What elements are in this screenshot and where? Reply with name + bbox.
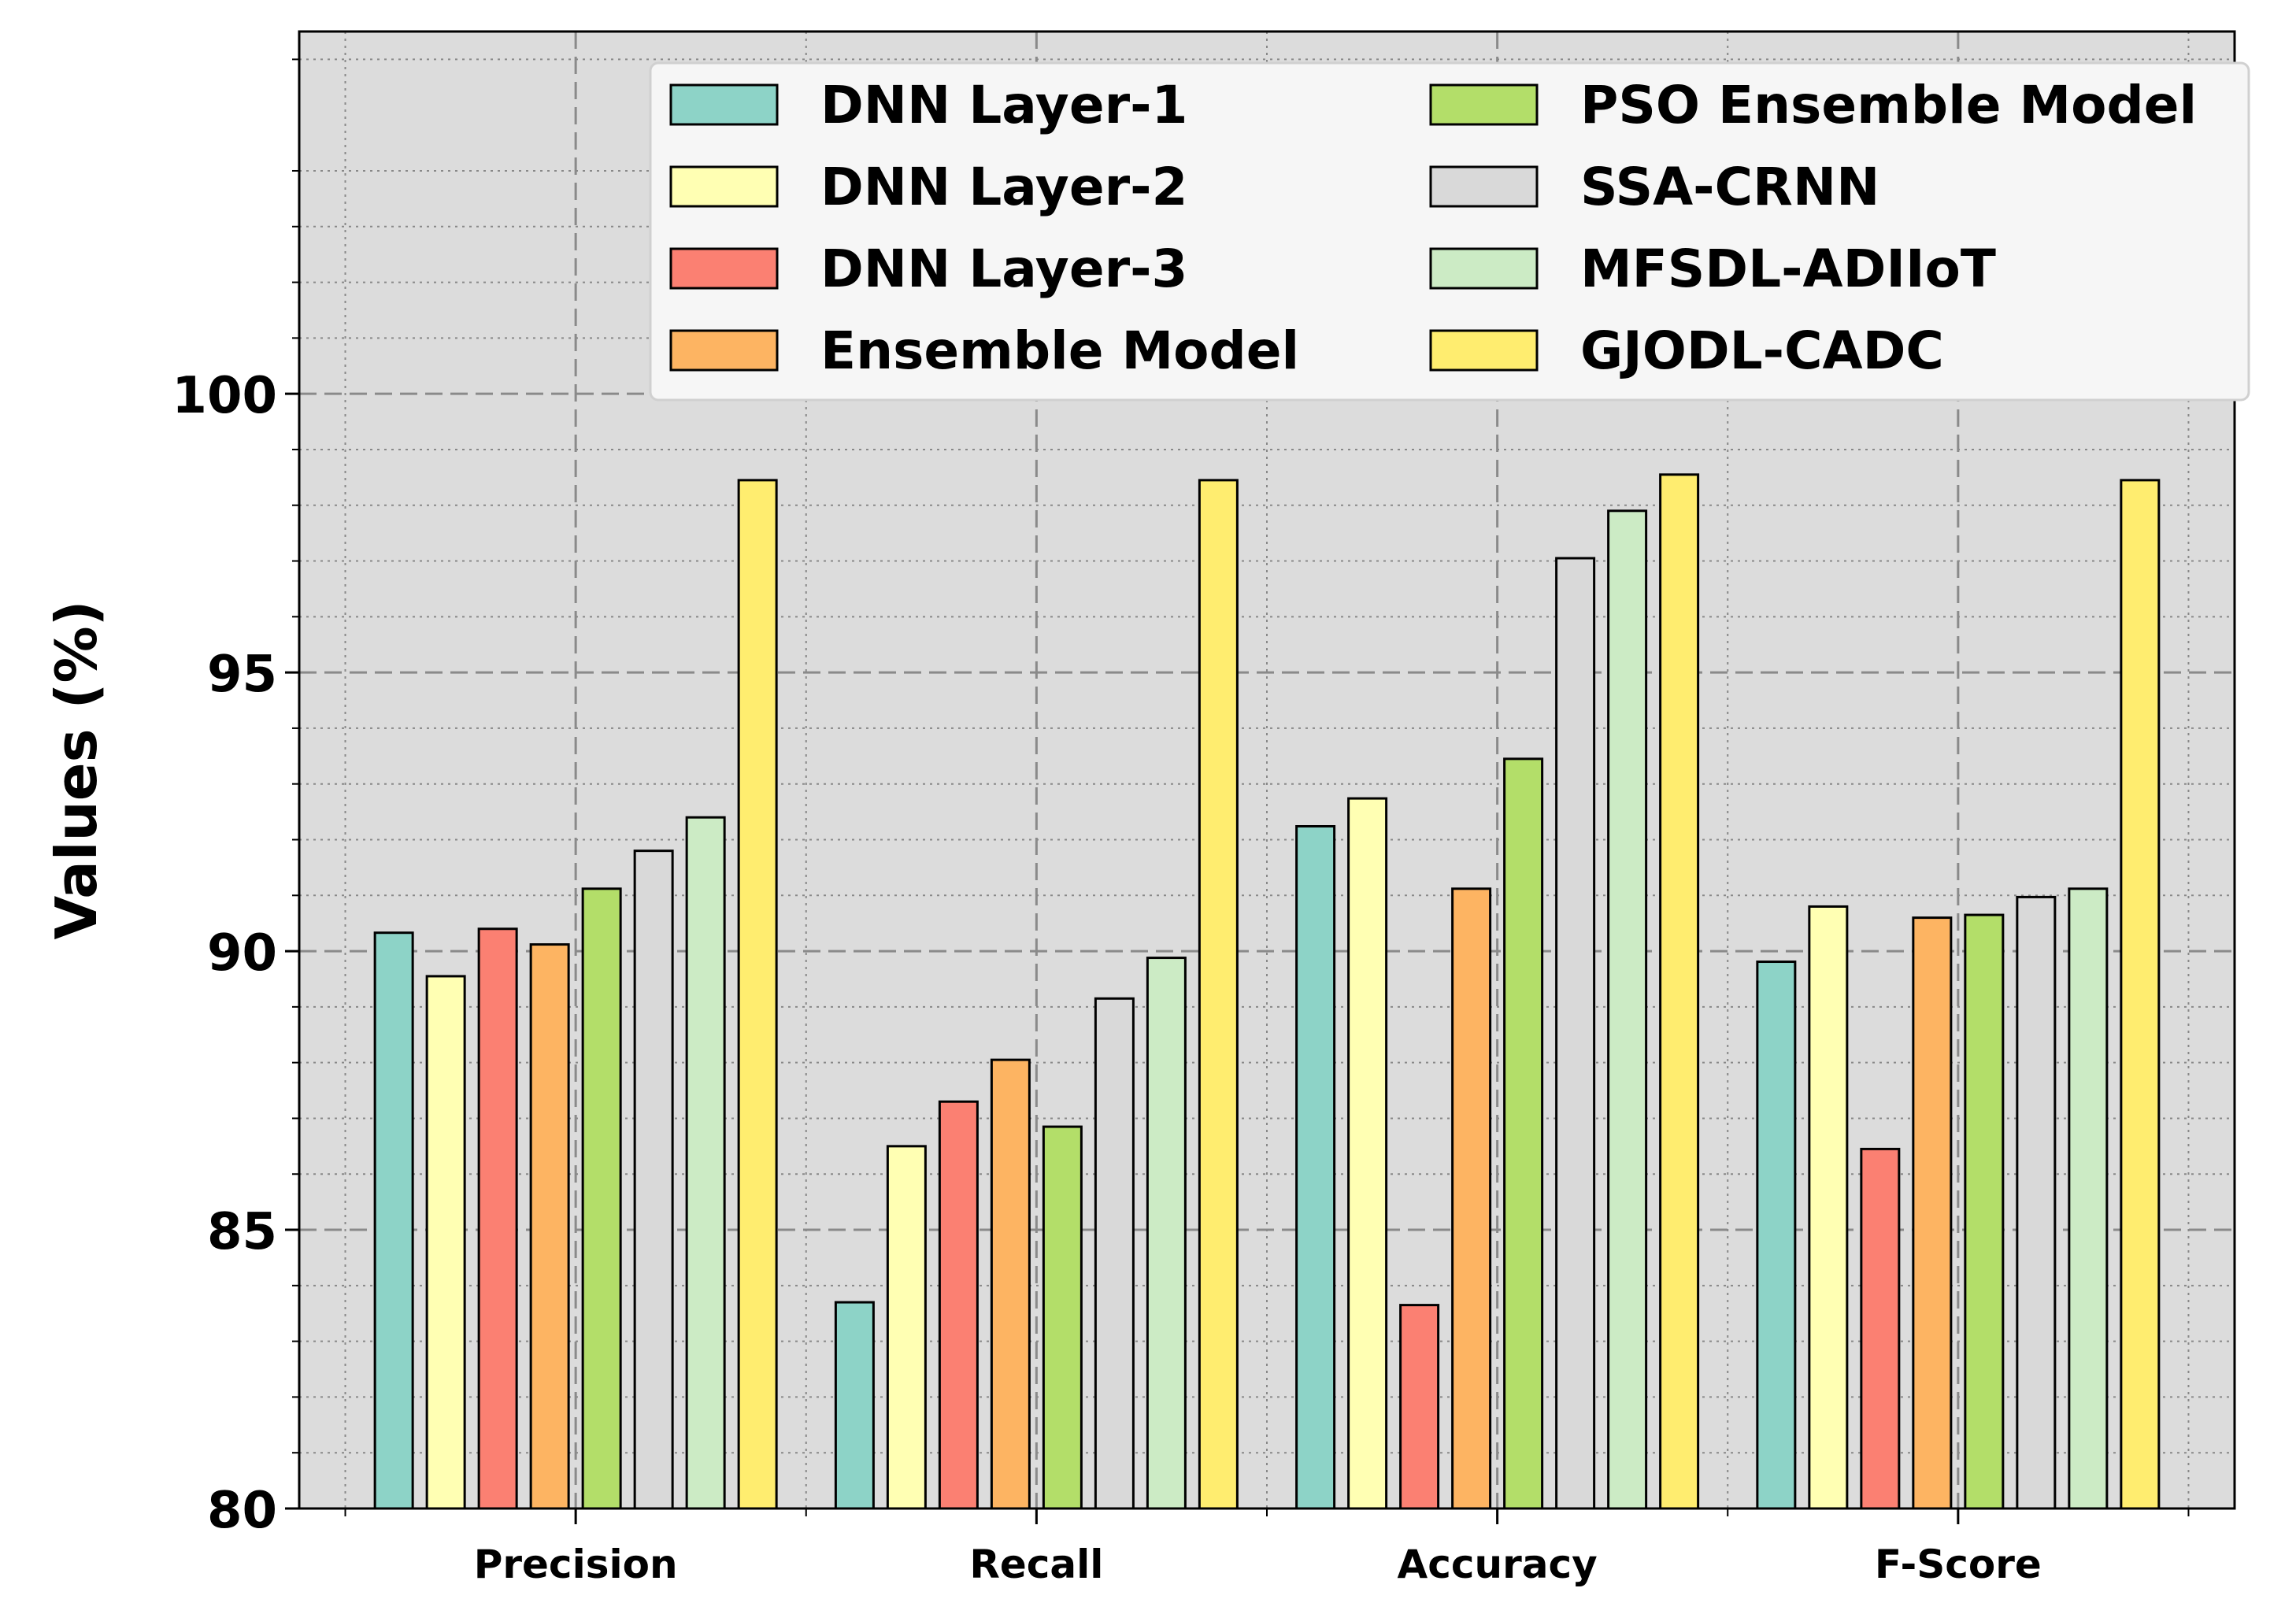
y-tick-label: 80 xyxy=(207,1482,277,1540)
legend: DNN Layer-1 DNN Layer-2 DNN Layer-3 Ensembl… xyxy=(649,61,2250,402)
bar-ssa-crnn-recall xyxy=(1094,997,1135,1510)
legend-swatch-pso-ensemble-model xyxy=(1429,83,1539,126)
bar-gjodl-cadc-accuracy xyxy=(1659,473,1700,1510)
bar-dnn-layer-1-f-score xyxy=(1756,961,1797,1510)
legend-label-dnn-layer-1: DNN Layer-1 xyxy=(820,75,1187,135)
bar-pso-ensemble-model-recall xyxy=(1042,1125,1083,1510)
legend-box xyxy=(649,61,2250,402)
x-tick-label: Precision xyxy=(474,1542,678,1587)
x-tick-label: Recall xyxy=(969,1542,1103,1587)
x-tick-label: F-Score xyxy=(1875,1542,2042,1587)
bar-mfsdl-adiiot-recall xyxy=(1146,957,1187,1510)
bar-ssa-crnn-accuracy xyxy=(1555,557,1596,1510)
bar-pso-ensemble-model-accuracy xyxy=(1503,757,1544,1510)
bar-ensemble-model-accuracy xyxy=(1451,887,1492,1510)
y-tick-label: 90 xyxy=(207,924,277,983)
bar-ssa-crnn-f-score xyxy=(2016,895,2057,1510)
bar-mfsdl-adiiot-precision xyxy=(685,816,726,1510)
bar-mfsdl-adiiot-accuracy xyxy=(1607,509,1648,1510)
bar-dnn-layer-3-accuracy xyxy=(1399,1304,1440,1510)
legend-label-ssa-crnn: SSA-CRNN xyxy=(1580,157,1879,217)
bars xyxy=(373,473,2161,1510)
legend-swatch-ssa-crnn xyxy=(1429,165,1539,208)
legend-label-dnn-layer-2: DNN Layer-2 xyxy=(820,157,1187,217)
bar-dnn-layer-3-precision xyxy=(477,927,518,1510)
bar-pso-ensemble-model-precision xyxy=(581,887,622,1510)
bar-dnn-layer-2-recall xyxy=(886,1145,927,1510)
bar-pso-ensemble-model-f-score xyxy=(1964,913,2005,1510)
bar-ensemble-model-precision xyxy=(529,943,570,1510)
legend-label-pso-ensemble-model: PSO Ensemble Model xyxy=(1580,75,2197,135)
bar-dnn-layer-3-recall xyxy=(938,1100,979,1510)
bar-gjodl-cadc-f-score xyxy=(2120,479,2161,1510)
bar-dnn-layer-2-accuracy xyxy=(1347,797,1388,1510)
x-tick-label: Accuracy xyxy=(1398,1542,1598,1587)
legend-label-gjodl-cadc: GJODL-CADC xyxy=(1580,320,1944,381)
grid xyxy=(299,31,2235,1508)
legend-swatch-dnn-layer-2 xyxy=(669,165,779,208)
bar-dnn-layer-2-precision xyxy=(425,975,466,1510)
y-tick-label: 100 xyxy=(172,367,277,425)
legend-label-dnn-layer-3: DNN Layer-3 xyxy=(820,239,1187,299)
legend-swatch-ensemble-model xyxy=(669,329,779,372)
bar-ensemble-model-f-score xyxy=(1912,916,1953,1510)
bar-ssa-crnn-precision xyxy=(633,850,674,1510)
legend-swatch-dnn-layer-3 xyxy=(669,247,779,290)
y-tick-label: 85 xyxy=(207,1203,277,1261)
y-axis-label: Values (%) xyxy=(43,600,109,939)
bar-mfsdl-adiiot-f-score xyxy=(2068,887,2109,1510)
bar-dnn-layer-3-f-score xyxy=(1860,1147,1901,1510)
bar-dnn-layer-1-precision xyxy=(373,931,414,1510)
bar-gjodl-cadc-precision xyxy=(737,479,778,1510)
bar-dnn-layer-1-recall xyxy=(834,1301,875,1510)
legend-swatch-mfsdl-adiiot xyxy=(1429,247,1539,290)
bar-gjodl-cadc-recall xyxy=(1198,479,1239,1510)
y-tick-label: 95 xyxy=(207,646,277,704)
legend-label-ensemble-model: Ensemble Model xyxy=(820,320,1299,381)
bar-ensemble-model-recall xyxy=(990,1058,1031,1510)
bar-dnn-layer-2-f-score xyxy=(1808,905,1849,1510)
bar-dnn-layer-1-accuracy xyxy=(1295,825,1336,1510)
axes: 80 85 90 95 100 Precision Recall Accuracy F-Scor… xyxy=(172,58,2190,1587)
legend-label-mfsdl-adiiot: MFSDL-ADIIoT xyxy=(1580,239,1996,299)
legend-swatch-gjodl-cadc xyxy=(1429,329,1539,372)
legend-swatch-dnn-layer-1 xyxy=(669,83,779,126)
